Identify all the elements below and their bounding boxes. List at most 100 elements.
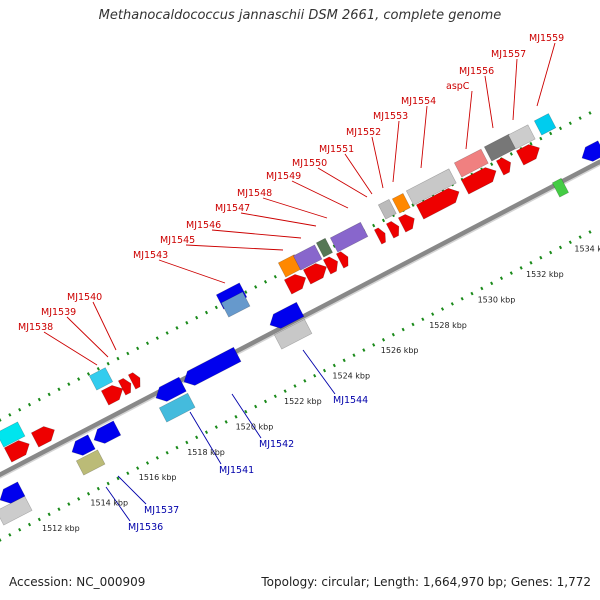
upper-dot-track	[372, 223, 376, 228]
lower-dot-track	[136, 466, 140, 470]
label-leader-lines	[43, 42, 556, 522]
top-label-leader	[465, 90, 473, 150]
accession-text: Accession: NC_000909	[9, 575, 146, 589]
top-label-leader	[420, 105, 428, 169]
forward-gene-arrow	[515, 144, 540, 166]
top-label-leader	[512, 58, 518, 121]
lower-dot-track	[303, 379, 307, 383]
upper-dot-track	[27, 402, 32, 407]
top-gene-label: MJ1553	[373, 111, 408, 122]
top-gene-label: MJ1554	[401, 96, 436, 107]
reverse-gene-arrow	[93, 420, 122, 444]
lower-dot-track	[47, 512, 51, 517]
upper-lane-gene-box	[0, 421, 26, 448]
top-label-leader	[392, 120, 400, 183]
lower-dot-track	[539, 255, 543, 260]
lower-dot-track	[470, 291, 474, 296]
lower-dot-track	[96, 486, 100, 491]
lower-dot-track	[529, 261, 533, 265]
position-tick-label: 1530 kbp	[478, 295, 516, 304]
lower-dot-track	[77, 497, 81, 501]
upper-lane-gene-box	[329, 221, 369, 253]
lower-dot-track	[175, 445, 179, 450]
backbone-highlight	[0, 164, 600, 479]
top-gene-label: MJ1551	[319, 144, 354, 155]
top-gene-label: MJ1543	[133, 250, 168, 261]
lower-dot-track	[342, 358, 346, 363]
forward-gene-arrow	[415, 187, 460, 220]
bottom-gene-label: MJ1541	[219, 465, 254, 476]
top-label-leader	[211, 229, 302, 239]
lower-dot-track	[549, 250, 553, 255]
lower-dot-track	[18, 527, 22, 532]
upper-dot-track	[37, 397, 41, 402]
lower-dot-track	[67, 502, 71, 506]
upper-dot-track	[106, 361, 110, 366]
upper-dot-track	[175, 326, 179, 330]
lower-dot-track	[421, 317, 425, 322]
top-gene-label: MJ1539	[41, 307, 76, 318]
top-label-leader	[43, 331, 98, 366]
bottom-gene-label: MJ1542	[259, 439, 294, 450]
lower-dot-track	[27, 522, 32, 527]
lower-dot-track	[254, 404, 258, 409]
lower-dot-track	[263, 399, 268, 404]
forward-gene-arrow	[397, 214, 415, 233]
lower-dot-track	[185, 440, 189, 445]
upper-dot-track	[578, 116, 582, 120]
reverse-gene-arrow	[71, 434, 96, 456]
position-tick-label: 1516 kbp	[139, 473, 177, 482]
upper-dot-track	[86, 372, 91, 376]
position-tick-label: 1514 kbp	[90, 499, 128, 508]
upper-lane-gene-box	[405, 168, 457, 206]
lower-dot-track	[214, 425, 218, 429]
lower-dot-track	[0, 538, 2, 542]
top-label-leader	[262, 197, 328, 219]
forward-gene-arrow	[117, 378, 132, 396]
lower-dot-track	[293, 384, 297, 388]
lower-dot-track	[411, 322, 415, 327]
lower-dot-track	[362, 348, 366, 352]
lower-dot-track	[352, 353, 356, 357]
top-label-leader	[185, 244, 284, 251]
upper-lane-gene-box	[377, 198, 397, 220]
upper-dot-track	[490, 162, 494, 166]
forward-gene-arrow	[460, 167, 497, 195]
lower-dot-track	[37, 517, 41, 522]
lower-dot-track	[401, 327, 405, 332]
lower-dot-track	[155, 456, 159, 460]
position-tick-label: 1532 kbp	[526, 270, 564, 279]
lower-dot-track	[568, 240, 572, 245]
upper-dot-track	[588, 111, 592, 115]
lower-dot-track	[165, 450, 169, 455]
lower-dot-track	[57, 507, 61, 511]
lower-dot-track	[558, 245, 563, 250]
lower-dot-track	[332, 363, 336, 368]
upper-dot-track	[8, 413, 12, 417]
top-gene-label: MJ1545	[160, 235, 195, 246]
upper-dot-track	[509, 152, 513, 156]
lower-dot-track	[440, 307, 445, 311]
top-label-leader	[66, 316, 109, 358]
lower-lane-gene-box	[75, 449, 106, 476]
upper-dot-track	[155, 336, 159, 340]
lower-dot-track	[450, 302, 454, 306]
lower-dot-track	[588, 230, 592, 234]
top-label-leader	[317, 167, 368, 198]
lower-dot-track	[273, 394, 277, 399]
lower-dot-track	[234, 415, 238, 419]
lower-dot-track	[480, 286, 484, 291]
top-gene-label: MJ1557	[491, 49, 526, 60]
upper-lane-gene-box	[391, 192, 411, 214]
upper-dot-track	[204, 310, 209, 315]
upper-dot-track	[263, 280, 268, 284]
position-tick-label: 1534 kbp	[574, 245, 600, 254]
upper-lane-gene-box	[507, 124, 536, 150]
lower-lane-gene-box	[551, 177, 570, 198]
reverse-gene-arrow	[269, 301, 305, 329]
position-tick-label: 1518 kbp	[187, 448, 225, 457]
lower-lane-gene-box	[220, 291, 251, 318]
upper-dot-track	[558, 126, 563, 131]
top-gene-label: MJ1547	[215, 203, 250, 214]
